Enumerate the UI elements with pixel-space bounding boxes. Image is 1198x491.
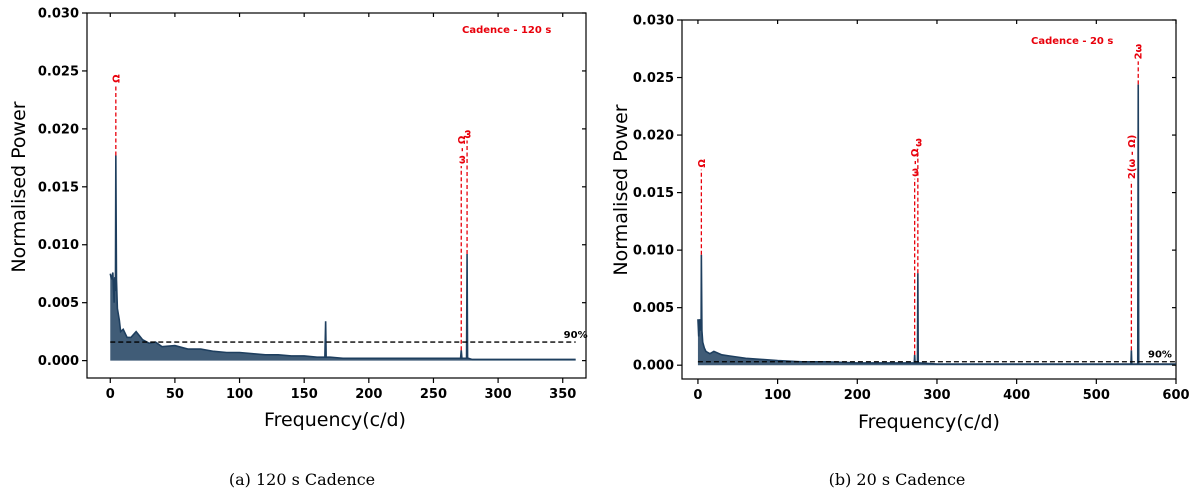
y-tick-label-a-4: 0.020	[38, 122, 79, 137]
y-tick-label-a-6: 0.030	[38, 7, 79, 22]
threshold-a: 90%	[110, 330, 588, 343]
y-tick-label-b-1: 0.005	[633, 301, 674, 316]
peak-label-a-1: ω - Ω	[457, 135, 468, 164]
cadence-annotation-a: Cadence - 120 s	[462, 25, 551, 36]
x-tick-label-b-6: 600	[1162, 388, 1189, 403]
caption-a: (a) 120 s Cadence	[229, 470, 375, 489]
x-tick-label-b-3: 300	[923, 388, 950, 403]
x-axis-title-b: Frequency(c/d)	[858, 411, 1000, 433]
peak-label-b-4: 2ω	[1134, 43, 1145, 59]
y-tick-label-a-5: 0.025	[38, 64, 79, 79]
peak-label-b-0: Ω	[697, 159, 708, 168]
x-axis-title-a: Frequency(c/d)	[264, 409, 406, 431]
x-tick-label-a-1: 50	[166, 387, 184, 402]
y-tick-label-a-2: 0.010	[38, 238, 79, 253]
x-tick-label-b-4: 400	[1003, 388, 1030, 403]
y-ticks-b: 0.000 0.005 0.010 0.015 0.020 0.025 0.030	[633, 14, 1176, 374]
x-tick-label-a-5: 250	[420, 387, 447, 402]
plot-frame-a	[86, 12, 587, 379]
x-tick-label-b-2: 200	[844, 388, 871, 403]
plot-frame-b	[681, 19, 1177, 380]
power-spectrum-b	[697, 84, 1176, 366]
x-ticks-b: 0 100 200 300 400 500 600	[693, 20, 1190, 403]
peak-label-b-1: ω - Ω	[910, 148, 921, 177]
x-tick-label-a-6: 300	[485, 387, 512, 402]
peak-annotations-a: Ωω - Ωω	[111, 74, 474, 351]
panel-a: 90% Ωω - Ωω 0 50 100 150 200 250 300 350 0.0000…	[8, 7, 588, 490]
y-axis-title-b: Normalised Power	[610, 104, 632, 275]
peak-label-a-0: Ω	[111, 74, 122, 83]
x-ticks-a: 0 50 100 150 200 250 300 350	[106, 13, 576, 402]
power-spectrum-a	[109, 155, 576, 361]
y-tick-label-a-3: 0.015	[38, 180, 79, 195]
x-tick-label-b-0: 0	[693, 388, 702, 403]
y-tick-label-b-5: 0.025	[633, 71, 674, 86]
y-tick-label-b-3: 0.015	[633, 186, 674, 201]
x-tick-label-b-1: 100	[764, 388, 791, 403]
peak-label-a-2: ω	[463, 129, 474, 138]
x-tick-label-a-4: 200	[355, 387, 382, 402]
peak-label-b-2: ω	[913, 138, 924, 147]
y-ticks-a: 0.000 0.005 0.010 0.015 0.020 0.025 0.030	[38, 7, 586, 369]
x-tick-label-a-7: 350	[549, 387, 576, 402]
y-tick-label-b-6: 0.030	[633, 14, 674, 29]
x-tick-label-a-2: 100	[226, 387, 253, 402]
caption-b: (b) 20 s Cadence	[829, 470, 966, 489]
threshold-label-b: 90%	[1148, 350, 1172, 361]
threshold-label-a: 90%	[564, 330, 588, 341]
x-tick-label-b-5: 500	[1083, 388, 1110, 403]
threshold-b: 90%	[697, 350, 1176, 363]
y-tick-label-a-1: 0.005	[38, 296, 79, 311]
y-tick-label-b-4: 0.020	[633, 129, 674, 144]
cadence-annotation-b: Cadence - 20 s	[1031, 36, 1113, 47]
peak-label-b-3: 2(ω - Ω)	[1127, 135, 1138, 179]
x-tick-label-a-0: 0	[106, 387, 115, 402]
y-tick-label-b-0: 0.000	[633, 359, 674, 374]
y-tick-label-a-0: 0.000	[38, 354, 79, 369]
y-axis-title-a: Normalised Power	[8, 101, 30, 272]
y-tick-label-b-2: 0.010	[633, 244, 674, 259]
x-tick-label-a-3: 150	[291, 387, 318, 402]
